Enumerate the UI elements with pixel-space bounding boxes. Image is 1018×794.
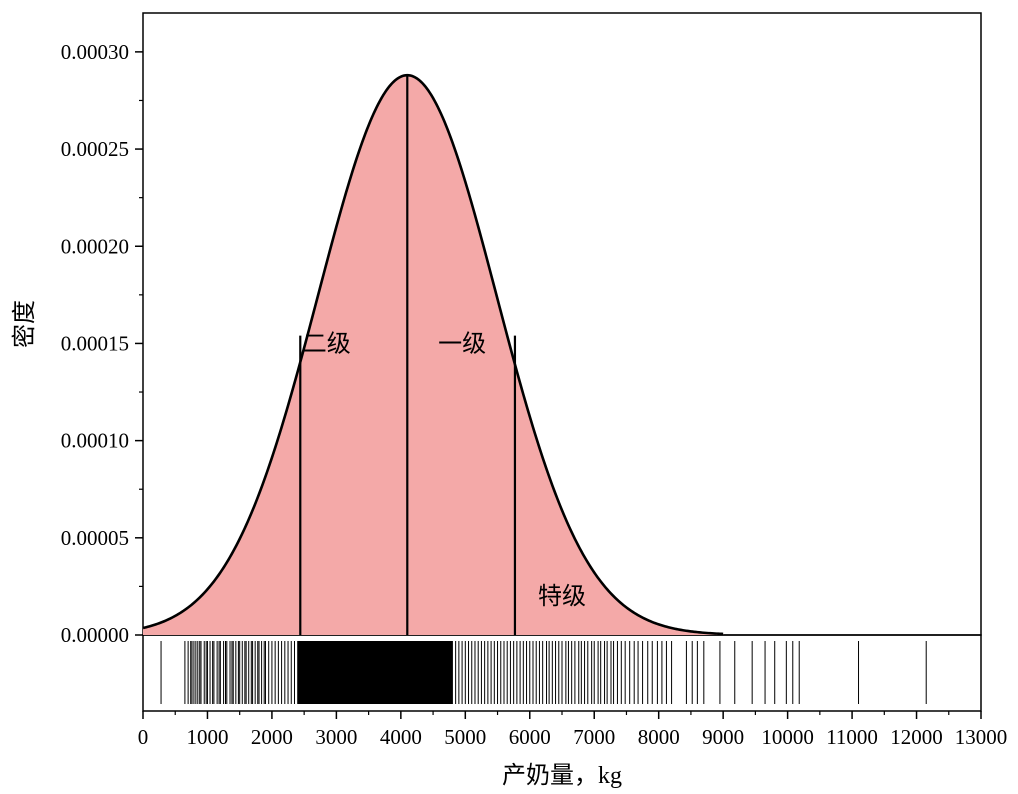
x-tick-label: 2000 xyxy=(251,725,293,749)
x-tick-label: 7000 xyxy=(573,725,615,749)
x-tick-label: 6000 xyxy=(509,725,551,749)
y-tick-label: 0.00020 xyxy=(61,234,129,258)
x-tick-label: 8000 xyxy=(638,725,680,749)
grade-label-2: 一级 xyxy=(438,329,486,357)
rug-dense-block xyxy=(297,641,453,704)
x-tick-label: 3000 xyxy=(315,725,357,749)
y-tick-label: 0.00025 xyxy=(61,137,129,161)
grade-label-3: 特级 xyxy=(538,582,586,610)
x-tick-label: 12000 xyxy=(890,725,943,749)
x-tick-label: 5000 xyxy=(444,725,486,749)
y-tick-label: 0.00005 xyxy=(61,526,129,550)
x-tick-label: 11000 xyxy=(826,725,878,749)
x-tick-label: 9000 xyxy=(702,725,744,749)
x-tick-label: 4000 xyxy=(380,725,422,749)
x-tick-label: 10000 xyxy=(761,725,814,749)
density-area-fill xyxy=(143,75,724,635)
y-tick-label: 0.00030 xyxy=(61,40,129,64)
x-tick-label: 13000 xyxy=(955,725,1008,749)
x-axis-title: 产奶量，kg xyxy=(502,762,622,789)
density-curve-line xyxy=(142,73,724,636)
x-tick-label: 0 xyxy=(138,725,149,749)
y-axis-title: 密度 xyxy=(11,300,38,348)
grade-label-1: 二级 xyxy=(303,329,351,357)
y-tick-label: 0.00000 xyxy=(61,623,129,647)
y-tick-label: 0.00015 xyxy=(61,331,129,355)
x-tick-label: 1000 xyxy=(186,725,228,749)
y-tick-label: 0.00010 xyxy=(61,429,129,453)
